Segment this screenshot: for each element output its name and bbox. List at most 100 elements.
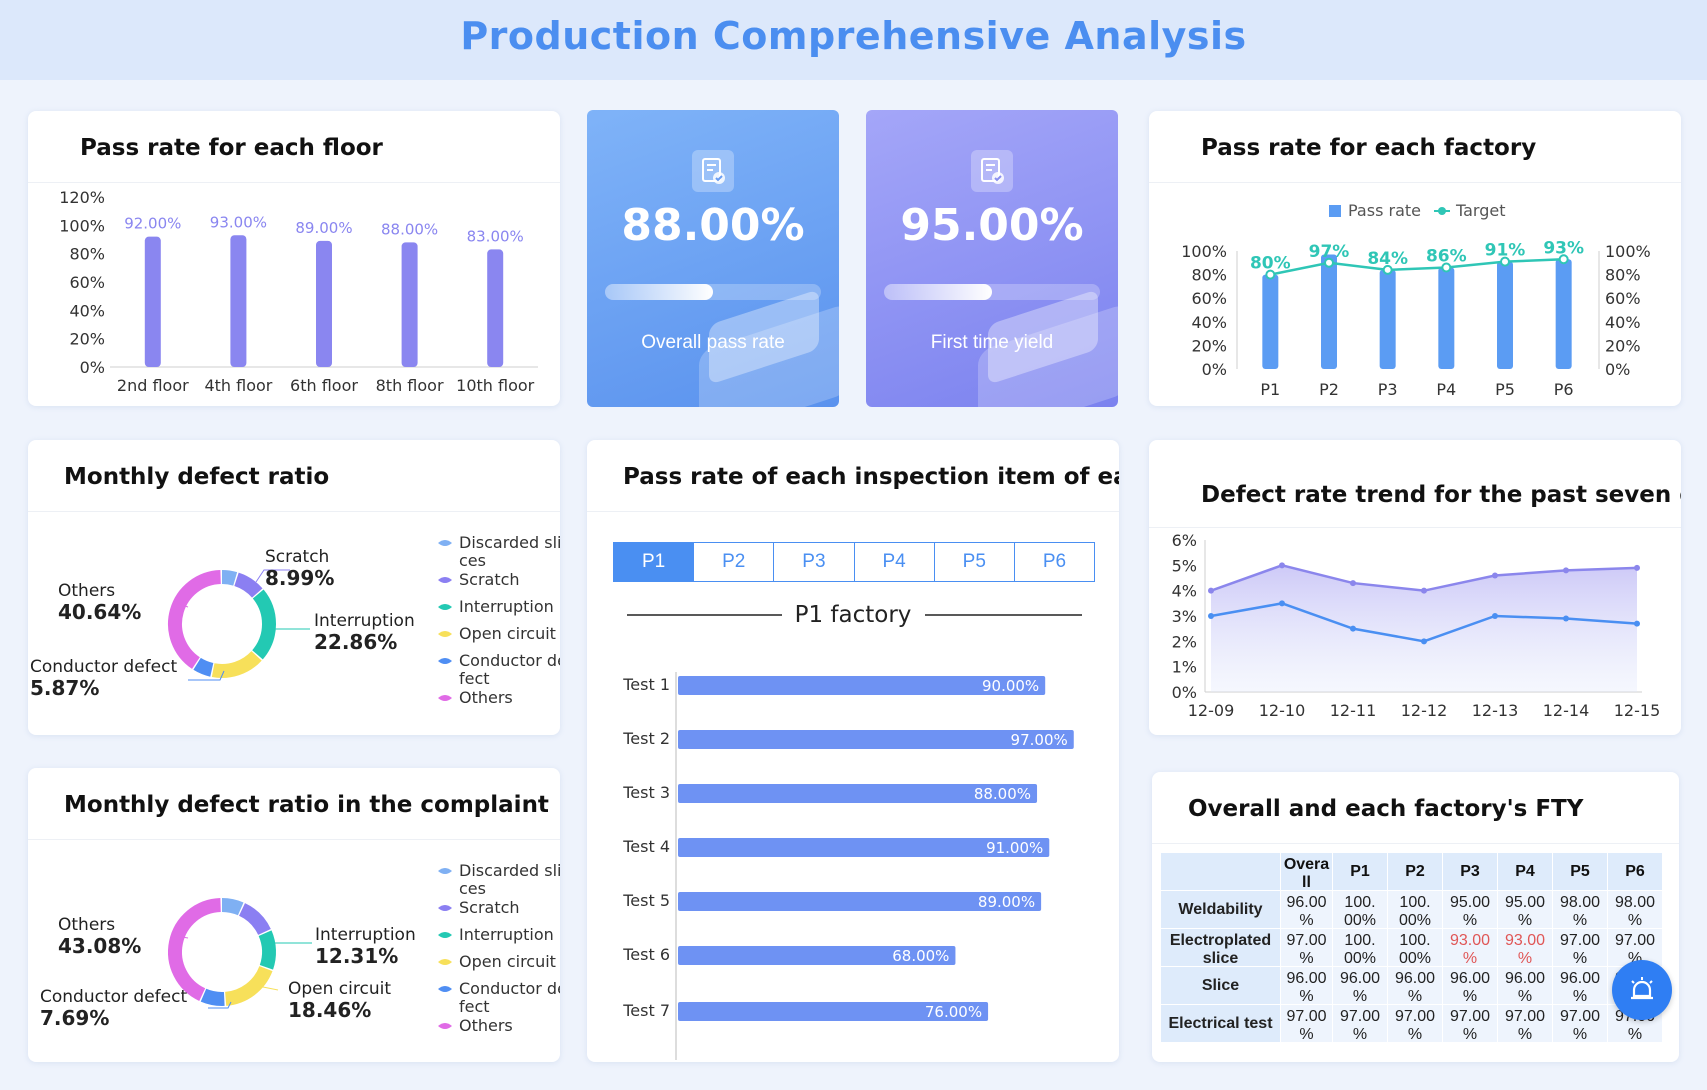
target-point — [1382, 264, 1393, 275]
table-cell: 96.00 % — [1387, 966, 1443, 1005]
bar-data-label: 90.00% — [982, 677, 1039, 695]
trend-point — [1279, 600, 1285, 607]
table-cell: 97.00 % — [1280, 928, 1333, 967]
trend-point — [1350, 580, 1356, 587]
inspection-card: Pass rate of each inspection item of eac… — [587, 440, 1119, 1062]
monthly-defect-donut: Others40.64%Scratch8.99%Interruption22.8… — [30, 533, 560, 707]
table-cell: 95.00 % — [1497, 890, 1553, 929]
tab-p3[interactable]: P3 — [774, 543, 855, 581]
factory-tabs: P1 P2 P3 P4 P5 P6 — [613, 542, 1095, 582]
factory-chart-title: Pass rate for each factory — [1149, 111, 1681, 183]
legend-label: Others — [459, 688, 513, 707]
legend-swatch — [438, 631, 452, 637]
callout-value: 7.69% — [40, 1006, 109, 1030]
callout-name: Interruption — [315, 925, 416, 945]
legend-swatch — [438, 905, 452, 911]
subtitle: P1 factory — [795, 602, 912, 628]
callout-name: Open circuit — [288, 979, 391, 999]
y-tick-label: 20% — [1191, 336, 1227, 355]
bar-data-label: 91.00% — [986, 839, 1043, 857]
tab-p5[interactable]: P5 — [934, 543, 1015, 581]
factory-bar — [1497, 261, 1513, 369]
table-cell: 100. 00% — [1387, 928, 1443, 967]
bar-data-label: 80% — [1250, 254, 1291, 274]
tab-p2[interactable]: P2 — [694, 543, 775, 581]
row-header: Slice — [1160, 966, 1281, 1005]
y-tick-label: 80% — [69, 245, 105, 264]
bar-data-label: 97% — [1309, 242, 1350, 262]
trend-point — [1279, 562, 1285, 569]
bar-data-label: 93% — [1543, 238, 1584, 258]
callout-line — [175, 935, 189, 939]
legend-swatch — [438, 932, 452, 938]
callout-value: 43.08% — [58, 934, 141, 958]
x-tick-label: 6th floor — [290, 376, 358, 395]
fty-table-title: Overall and each factory's FTY — [1152, 772, 1679, 844]
tab-p4[interactable]: P4 — [854, 543, 935, 581]
bar-data-label: 68.00% — [892, 947, 949, 965]
inspection-bar — [678, 892, 1042, 911]
trend-point — [1563, 615, 1569, 622]
fty-table: Overa ll P1 P2 P3 P4 P5 P6 Weldability 96.00 % 10… — [1160, 852, 1663, 1043]
x-tick-label: 12-12 — [1401, 701, 1448, 720]
factory-bar-line-chart: Pass rate Target 0% 0% 20% 20% 40% 40% 60% 60% 80%… — [1181, 201, 1651, 399]
complaint-defect-title: Monthly defect ratio in the complaint — [28, 768, 560, 840]
inspection-bar — [678, 838, 1050, 857]
y-tick-label: 100% — [1181, 242, 1227, 261]
table-cell: 97.00 % — [1552, 928, 1608, 967]
legend-label: Open circuit — [459, 952, 556, 971]
column-header: P1 — [1332, 852, 1388, 891]
callout-name: Conductor defect — [30, 657, 177, 677]
alarm-button[interactable] — [1612, 960, 1672, 1020]
page-title: Production Comprehensive Analysis — [460, 14, 1247, 58]
x-tick-label: 12-15 — [1614, 701, 1661, 720]
floor-bar — [316, 240, 332, 367]
legend-label: Target — [1455, 201, 1506, 220]
trend-point — [1492, 613, 1498, 619]
floor-chart-title: Pass rate for each floor — [28, 111, 560, 183]
y2-tick-label: 40% — [1605, 313, 1641, 332]
table-cell: 100. 00% — [1332, 890, 1388, 929]
floor-bar — [487, 249, 504, 367]
x-tick-label: P4 — [1436, 380, 1456, 399]
y2-tick-label: 20% — [1605, 336, 1641, 355]
kpi-progress-track — [605, 284, 821, 300]
callout-name: Others — [58, 915, 115, 935]
kpi-progress-fill — [605, 284, 713, 300]
trend-point — [1634, 564, 1640, 571]
table-cell: 98.00 % — [1607, 890, 1663, 929]
table-cell: 95.00 % — [1442, 890, 1498, 929]
target-point — [1558, 254, 1569, 265]
tab-p1[interactable]: P1 — [614, 543, 695, 581]
monthly-defect-card: Monthly defect ratio Others 40.64% Scratch… — [28, 440, 560, 735]
table-row: Weldability 96.00 % 100. 00% 100. 00% 95.00 … — [1160, 890, 1663, 929]
donut-slice — [224, 965, 273, 1006]
x-tick-label: 4th floor — [204, 376, 272, 395]
fty-table-card: Overall and each factory's FTY Overa ll P… — [1152, 772, 1679, 1062]
callout-value: 22.86% — [314, 630, 397, 654]
donut-slice — [168, 570, 222, 669]
trend-point — [1208, 587, 1214, 594]
donut-slice — [193, 657, 214, 677]
callout-name: Interruption — [314, 611, 415, 631]
bar-data-label: 88.00% — [974, 785, 1031, 803]
factory-bar — [1262, 274, 1279, 369]
x-tick-label: P3 — [1378, 380, 1398, 399]
legend-swatch — [438, 1023, 452, 1029]
callout-line — [208, 1001, 232, 1009]
category-label: Test 6 — [622, 945, 670, 964]
table-cell: 96.00 % — [1552, 966, 1608, 1005]
bar-data-label: 88.00% — [381, 220, 438, 238]
x-tick-label: 10th floor — [456, 376, 535, 395]
table-cell: 96.00 % — [1280, 890, 1333, 929]
x-tick-label: 2nd floor — [117, 376, 189, 395]
legend-label: Interruption — [459, 925, 554, 944]
donut-slice — [221, 898, 244, 916]
callout-line — [257, 985, 279, 991]
callout-value: 8.99% — [265, 566, 334, 590]
kpi-label: First time yield — [930, 332, 1054, 353]
floor-pass-rate-card: Pass rate for each floor 0% 20% 40% 60% 80% 1… — [28, 111, 560, 406]
kpi-overall-pass-rate: 88.00% Overall pass rate — [587, 110, 839, 407]
tab-p6[interactable]: P6 — [1014, 543, 1095, 581]
y-tick-label: 1% — [1172, 658, 1197, 677]
